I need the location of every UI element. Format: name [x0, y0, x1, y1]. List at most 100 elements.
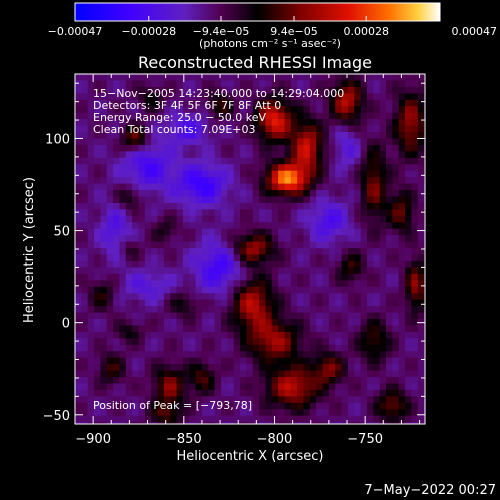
- heatmap-cell: [265, 80, 273, 88]
- heatmap-cell: [113, 125, 121, 133]
- heatmap-cell: [227, 202, 235, 210]
- heatmap-cell: [208, 273, 216, 281]
- heatmap-cell: [144, 306, 152, 314]
- heatmap-cell: [87, 273, 95, 281]
- heatmap-cell: [94, 80, 101, 88]
- heatmap-cell: [246, 228, 254, 236]
- heatmap-cell: [157, 248, 165, 256]
- heatmap-cell: [252, 273, 260, 281]
- heatmap-cell: [386, 125, 393, 133]
- heatmap-cell: [265, 209, 273, 217]
- heatmap-cell: [322, 112, 330, 120]
- heatmap-cell: [170, 293, 178, 301]
- heatmap-cell: [360, 74, 368, 82]
- heatmap-cell: [163, 248, 171, 256]
- heatmap-cell: [87, 299, 95, 307]
- heatmap-cell: [144, 402, 152, 410]
- heatmap-cell: [201, 228, 209, 236]
- heatmap-cell: [278, 248, 286, 256]
- heatmap-cell: [347, 402, 355, 410]
- heatmap-cell: [100, 364, 108, 372]
- heatmap-cell: [233, 170, 241, 178]
- heatmap-cell: [379, 370, 387, 378]
- heatmap-cell: [87, 228, 95, 236]
- heatmap-cell: [189, 248, 197, 256]
- heatmap-cell: [417, 415, 425, 423]
- heatmap-cell: [341, 254, 349, 262]
- heatmap-cell: [411, 351, 419, 359]
- heatmap-cell: [405, 144, 412, 152]
- heatmap-cell: [75, 93, 82, 101]
- heatmap-cell: [430, 145, 437, 152]
- heatmap-cell: [220, 325, 228, 333]
- heatmap-cell: [360, 299, 368, 307]
- heatmap-cell: [176, 293, 184, 301]
- heatmap-cell: [411, 396, 419, 404]
- heatmap-cell: [386, 222, 393, 230]
- heatmap-cell: [303, 293, 311, 301]
- heatmap-cell: [379, 377, 387, 385]
- heatmap-cell: [392, 429, 399, 436]
- heatmap-cell: [233, 344, 241, 352]
- heatmap-cell: [354, 157, 362, 165]
- heatmap-cell: [316, 364, 324, 372]
- heatmap-cell: [354, 183, 362, 191]
- heatmap-cell: [81, 293, 89, 301]
- heatmap-cell: [373, 338, 381, 346]
- heatmap-cell: [366, 364, 374, 372]
- heatmap-cell: [132, 415, 140, 423]
- heatmap-cell: [290, 267, 298, 275]
- heatmap-cell: [144, 312, 152, 320]
- heatmap-cell: [151, 286, 159, 294]
- heatmap-cell: [170, 235, 178, 243]
- heatmap-cell: [316, 357, 324, 365]
- heatmap-cell: [151, 235, 159, 243]
- heatmap-cell: [163, 383, 171, 391]
- heatmap-cell: [214, 293, 222, 301]
- heatmap-cell: [252, 254, 260, 262]
- heatmap-cell: [220, 402, 228, 410]
- heatmap-cell: [411, 196, 419, 204]
- heatmap-cell: [240, 183, 247, 191]
- heatmap-cell: [208, 86, 216, 94]
- heatmap-cell: [81, 409, 89, 417]
- heatmap-cell: [386, 280, 393, 288]
- heatmap-cell: [240, 389, 247, 397]
- heatmap-cell: [271, 177, 279, 185]
- heatmap-cell: [379, 364, 387, 372]
- heatmap-cell: [405, 429, 412, 436]
- heatmap-cell: [290, 286, 298, 294]
- heatmap-cell: [132, 370, 140, 378]
- heatmap-cell: [271, 164, 279, 172]
- heatmap-cell: [405, 370, 412, 378]
- heatmap-cell: [265, 370, 273, 378]
- heatmap-cell: [113, 241, 121, 249]
- heatmap-cell: [316, 164, 324, 172]
- heatmap-cell: [94, 144, 101, 152]
- heatmap-cell: [87, 202, 95, 210]
- heatmap-cell: [132, 86, 140, 94]
- heatmap-cell: [138, 293, 146, 301]
- heatmap-cell: [233, 235, 241, 243]
- heatmap-cell: [398, 138, 406, 146]
- heatmap-cell: [151, 306, 159, 314]
- heatmap-cell: [240, 325, 247, 333]
- heatmap-cell: [430, 100, 437, 107]
- heatmap-cell: [176, 389, 184, 397]
- heatmap-cell: [430, 222, 437, 229]
- heatmap-cell: [392, 312, 400, 320]
- heatmap-cell: [379, 383, 387, 391]
- heatmap-cell: [113, 370, 121, 378]
- heatmap-cell: [125, 177, 133, 185]
- heatmap-cell: [100, 351, 108, 359]
- heatmap-cell: [240, 93, 247, 101]
- heatmap-cell: [208, 383, 216, 391]
- heatmap-cell: [316, 415, 324, 423]
- heatmap-cell: [214, 254, 222, 262]
- heatmap-cell: [366, 248, 374, 256]
- heatmap-cell: [119, 132, 127, 140]
- heatmap-cell: [411, 267, 419, 275]
- heatmap-cell: [182, 338, 190, 346]
- heatmap-cell: [271, 260, 279, 269]
- heatmap-cell: [138, 325, 146, 333]
